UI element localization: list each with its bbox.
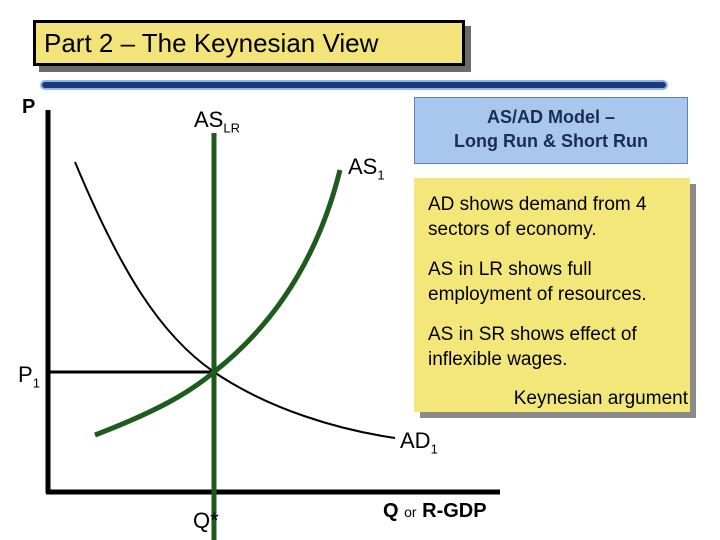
- p1-label-sub: 1: [32, 375, 40, 391]
- note-as-sr: AS in SR shows effect of inflexible wage…: [428, 322, 690, 372]
- note-as-sr-line1: AS in SR shows effect of: [428, 324, 637, 345]
- ad-label-sub: 1: [430, 441, 438, 457]
- q-star-label: Q*: [193, 508, 219, 533]
- note-ad: AD shows demand from 4 sectors of econom…: [428, 192, 690, 242]
- x-axis-gdp: R-GDP: [422, 500, 487, 522]
- model-title-box: AS/AD Model – Long Run & Short Run: [414, 97, 688, 164]
- as-lr-label-main: AS: [194, 107, 224, 132]
- as-lr-label: ASLR: [194, 107, 240, 135]
- note-ad-line2: sectors of economy.: [428, 219, 597, 240]
- notes-box: AD shows demand from 4 sectors of econom…: [414, 178, 690, 412]
- keynesian-argument: Keynesian argument: [513, 388, 688, 409]
- model-title-line1: AS/AD Model –: [486, 107, 615, 127]
- model-title-line2: Long Run & Short Run: [454, 131, 648, 151]
- ad-curve: [74, 161, 396, 439]
- p1-label-main: P: [18, 362, 33, 387]
- note-as-lr-line1: AS in LR shows full: [428, 259, 592, 280]
- x-axis-q: Q: [383, 500, 399, 522]
- note-as-lr-line2: employment of resources.: [428, 284, 647, 305]
- as-sr-label-main: AS: [348, 154, 378, 179]
- title-divider: [42, 82, 666, 88]
- as-sr-curve: [94, 169, 343, 438]
- note-ad-line1: AD shows demand from 4: [428, 194, 647, 215]
- ad-label-main: AD: [400, 428, 431, 453]
- as-sr-label-sub: 1: [377, 167, 385, 183]
- as-sr-label: AS1: [348, 154, 385, 182]
- note-as-sr-line2: inflexible wages.: [428, 349, 568, 370]
- slide-title: Part 2 – The Keynesian View: [33, 20, 465, 66]
- y-axis-label: P: [22, 96, 36, 118]
- p1-label: P1: [18, 362, 40, 390]
- as-lr-label-sub: LR: [223, 120, 240, 136]
- x-axis-label: Q or R-GDP: [383, 500, 487, 523]
- x-axis-or: or: [404, 504, 417, 520]
- note-as-lr: AS in LR shows full employment of resour…: [428, 257, 690, 307]
- ad-label: AD1: [400, 428, 438, 456]
